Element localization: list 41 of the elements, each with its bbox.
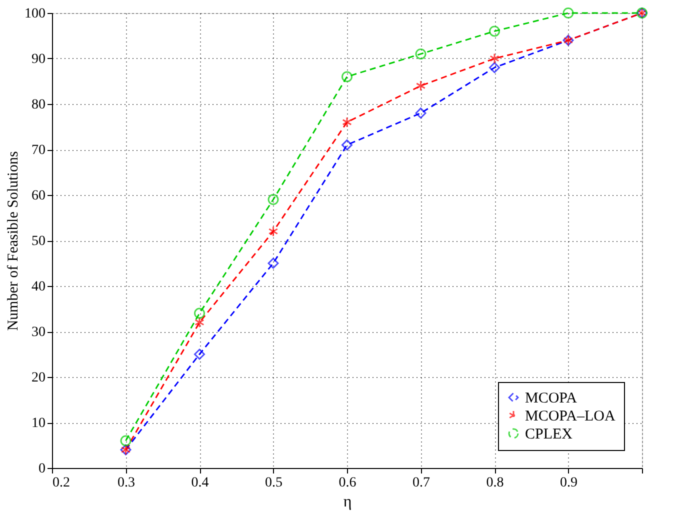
x-tick-label: 0.3 bbox=[118, 476, 135, 490]
point bbox=[415, 48, 426, 60]
point bbox=[490, 53, 500, 64]
x-tick-label: 0.7 bbox=[412, 476, 430, 490]
point bbox=[268, 226, 278, 237]
y-tick-label: 60 bbox=[32, 188, 46, 204]
y-tick-label: 50 bbox=[32, 234, 46, 249]
point bbox=[194, 308, 205, 319]
y-tick-label: 90 bbox=[32, 52, 46, 67]
x-axis-title: η bbox=[343, 494, 352, 510]
point bbox=[342, 116, 352, 128]
y-tick-label: 40 bbox=[32, 280, 46, 294]
point bbox=[120, 435, 132, 446]
x-tick-label: 0.9 bbox=[560, 476, 578, 490]
point bbox=[268, 194, 279, 206]
point bbox=[415, 108, 426, 119]
y-tick-label: 20 bbox=[32, 370, 46, 386]
legend-label: MCOPA bbox=[525, 390, 578, 406]
x-tick-label: 0.8 bbox=[486, 476, 504, 490]
x-tick-label: 0.4 bbox=[191, 476, 209, 490]
point bbox=[194, 316, 204, 328]
point bbox=[562, 8, 574, 18]
point bbox=[194, 348, 205, 360]
y-axis-title: Number of Feasible Solutions bbox=[6, 151, 22, 331]
point bbox=[342, 71, 352, 82]
y-tick-label: 100 bbox=[24, 6, 46, 22]
legend-label: CPLEX bbox=[525, 426, 573, 442]
y-tick-label: 10 bbox=[32, 416, 46, 431]
point bbox=[489, 26, 500, 37]
point bbox=[268, 258, 279, 269]
point bbox=[342, 139, 352, 150]
y-tick-label: 70 bbox=[32, 143, 46, 158]
x-tick-label: 0.2 bbox=[52, 476, 70, 490]
x-tick-label: 0.6 bbox=[338, 476, 356, 490]
point bbox=[489, 62, 500, 74]
y-tick-label: 80 bbox=[32, 98, 46, 112]
legend-label: MCOPA–LOA bbox=[525, 408, 616, 424]
y-tick-label: 30 bbox=[32, 325, 46, 340]
x-tick-label: 0.5 bbox=[265, 476, 282, 490]
point bbox=[416, 80, 426, 92]
y-tick-label: 0 bbox=[38, 462, 46, 476]
